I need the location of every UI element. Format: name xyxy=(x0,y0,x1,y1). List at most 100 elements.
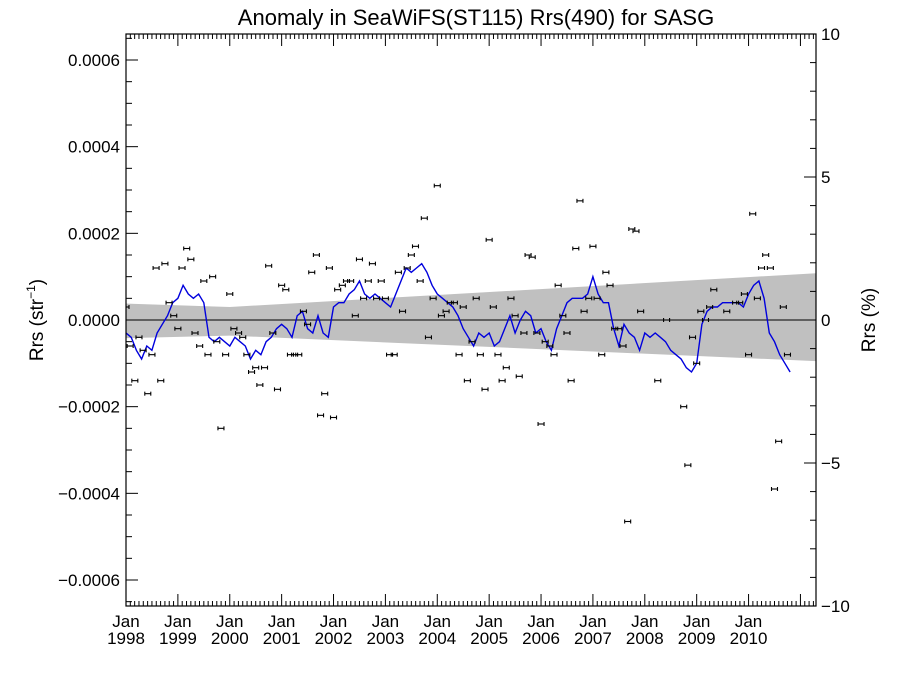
data-point xyxy=(347,279,355,283)
data-point xyxy=(567,378,575,383)
data-point xyxy=(706,305,714,309)
data-point xyxy=(606,283,614,288)
data-point xyxy=(472,296,480,301)
data-point xyxy=(321,391,329,396)
y-tick-label-left: 0.0006 xyxy=(68,51,120,70)
data-point xyxy=(407,253,415,257)
data-point xyxy=(589,244,597,249)
x-tick-month-label: Jan xyxy=(683,612,710,631)
x-tick-label: 2006 xyxy=(522,629,560,648)
x-tick-month-label: Jan xyxy=(372,612,399,631)
data-point xyxy=(420,216,428,221)
axes: Jan1998Jan1999Jan2000Jan2001Jan2002Jan20… xyxy=(58,25,850,648)
y-tick-label-right: −10 xyxy=(821,597,850,616)
data-point xyxy=(442,309,450,314)
data-point xyxy=(766,266,774,270)
data-point xyxy=(239,335,247,340)
data-point xyxy=(213,339,221,344)
data-point xyxy=(429,296,437,301)
data-point xyxy=(196,344,204,348)
data-point xyxy=(632,229,640,234)
data-point xyxy=(187,257,195,262)
data-point xyxy=(243,352,251,357)
data-point xyxy=(316,413,325,418)
data-point xyxy=(701,318,710,322)
data-point xyxy=(770,487,779,491)
data-point xyxy=(459,305,467,309)
data-point xyxy=(693,361,701,366)
data-point xyxy=(131,378,139,383)
data-point xyxy=(135,335,143,340)
data-point xyxy=(217,426,225,431)
data-point xyxy=(377,279,385,283)
data-point xyxy=(265,263,273,268)
data-point xyxy=(572,246,580,251)
data-point xyxy=(351,313,359,318)
y-tick-label-left: 0.0004 xyxy=(68,138,120,157)
data-point xyxy=(329,415,338,420)
data-point xyxy=(355,257,364,262)
data-point xyxy=(663,318,671,322)
x-tick-label: 2009 xyxy=(678,629,716,648)
y-tick-label-left: 0.0002 xyxy=(68,224,120,243)
y-tick-label-right: 5 xyxy=(821,168,830,187)
data-point xyxy=(144,391,152,396)
x-tick-label: 2007 xyxy=(574,629,612,648)
data-point xyxy=(416,279,424,283)
x-tick-label: 2008 xyxy=(626,629,664,648)
data-point xyxy=(511,313,519,318)
data-point xyxy=(209,274,217,279)
data-point xyxy=(602,270,610,275)
x-tick-label: 2004 xyxy=(418,629,456,648)
data-point xyxy=(757,266,766,270)
data-point xyxy=(368,261,376,266)
data-point xyxy=(628,227,636,231)
data-point xyxy=(183,246,191,251)
data-point xyxy=(468,339,476,344)
data-point xyxy=(256,383,264,387)
data-point xyxy=(753,296,761,301)
data-point xyxy=(308,270,316,275)
data-point xyxy=(165,300,173,305)
data-point xyxy=(537,422,545,426)
data-point xyxy=(230,326,238,331)
data-point xyxy=(515,374,523,379)
data-point xyxy=(498,378,506,383)
data-point xyxy=(524,253,532,257)
data-point xyxy=(619,344,627,348)
data-point xyxy=(364,279,372,283)
data-point xyxy=(546,344,554,348)
data-point xyxy=(398,309,407,314)
data-point xyxy=(779,305,787,309)
y-axis-label-right: Rrs (%) xyxy=(859,288,880,352)
x-tick-month-label: Jan xyxy=(216,612,243,631)
data-point xyxy=(148,352,156,357)
data-point xyxy=(226,292,234,296)
data-point xyxy=(637,309,645,314)
data-point xyxy=(269,331,277,335)
data-point xyxy=(126,305,130,309)
y-axis-label-left: Rrs (str−1) xyxy=(24,279,48,361)
data-point xyxy=(697,309,705,314)
x-tick-month-label: Jan xyxy=(475,612,502,631)
data-point xyxy=(170,313,178,318)
data-point xyxy=(200,279,208,283)
y-tick-label-right: 10 xyxy=(821,25,840,44)
data-point xyxy=(411,244,420,249)
x-tick-label: 2003 xyxy=(366,629,404,648)
data-point xyxy=(520,331,528,335)
data-point xyxy=(360,296,368,301)
data-point xyxy=(273,387,282,392)
data-point xyxy=(450,300,458,305)
data-point xyxy=(235,331,243,335)
data-point xyxy=(334,287,342,292)
data-point xyxy=(550,352,558,357)
data-point xyxy=(161,261,169,266)
data-point xyxy=(684,463,692,468)
data-point xyxy=(312,253,320,257)
data-point xyxy=(563,331,571,335)
data-point xyxy=(533,331,541,335)
data-point xyxy=(494,352,502,357)
data-point xyxy=(783,352,792,357)
data-point xyxy=(476,352,484,357)
